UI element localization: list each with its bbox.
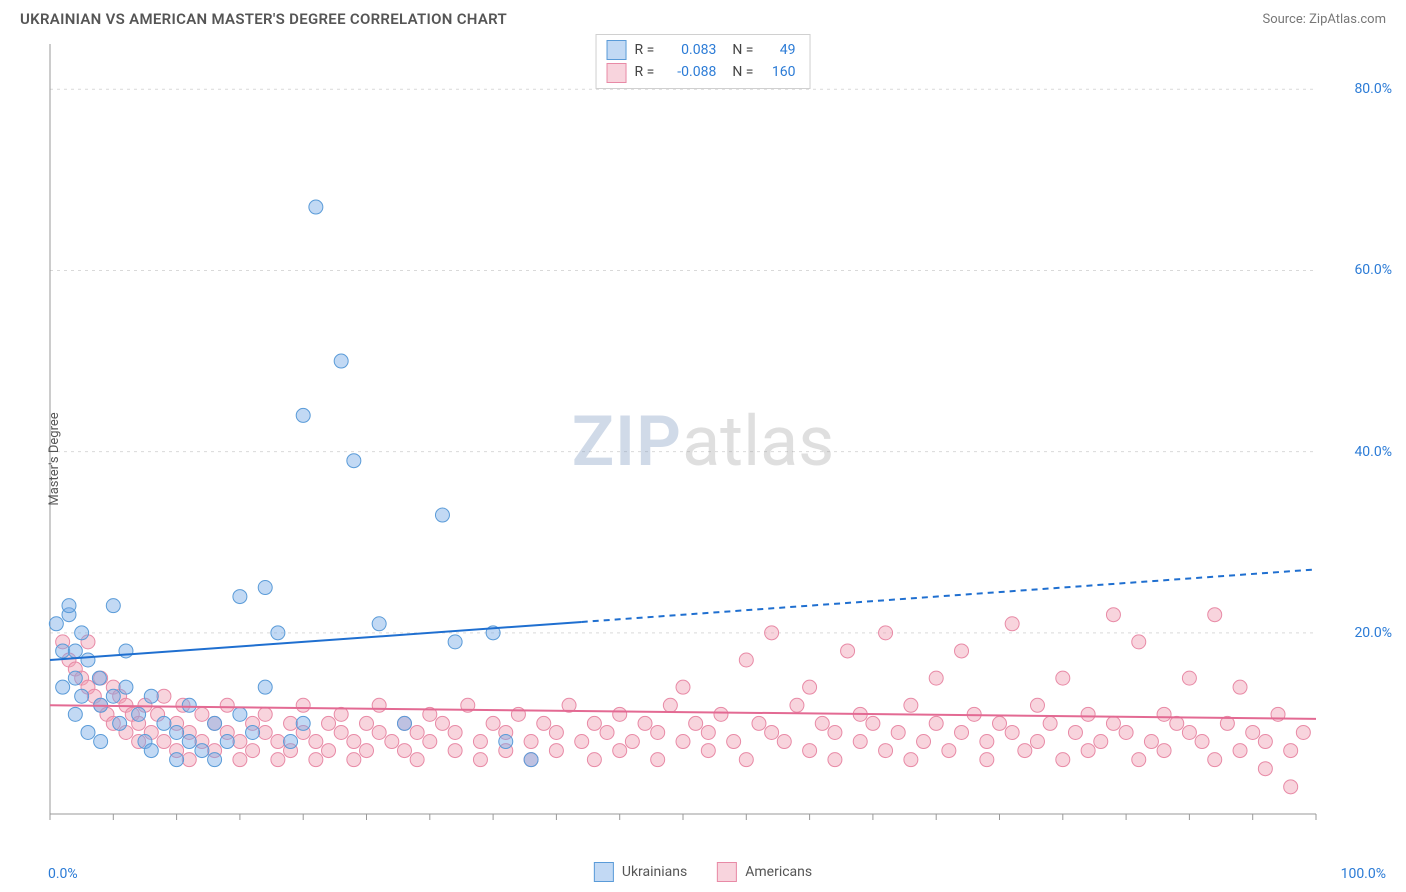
swatch-americans-icon bbox=[717, 862, 737, 882]
scatter-plot bbox=[0, 34, 1406, 854]
r-value-americans: -0.088 bbox=[662, 61, 716, 83]
y-tick-label: 20.0% bbox=[1354, 625, 1392, 641]
stats-legend: R = 0.083 N = 49 R = -0.088 N = 160 bbox=[596, 34, 811, 89]
n-value-ukrainians: 49 bbox=[761, 39, 795, 61]
x-axis-max-label: 100.0% bbox=[1341, 866, 1386, 882]
legend-row-ukrainians: R = 0.083 N = 49 bbox=[607, 39, 796, 61]
y-axis-label: Master's Degree bbox=[47, 412, 62, 505]
x-axis-min-label: 0.0% bbox=[48, 866, 78, 882]
legend-item-americans: Americans bbox=[717, 862, 812, 882]
source-label: Source: ZipAtlas.com bbox=[1262, 12, 1386, 27]
series-legend: Ukrainians Americans bbox=[594, 862, 812, 882]
y-tick-label: 60.0% bbox=[1354, 262, 1392, 278]
legend-item-ukrainians: Ukrainians bbox=[594, 862, 687, 882]
y-tick-label: 80.0% bbox=[1354, 81, 1392, 97]
swatch-ukrainians-icon bbox=[594, 862, 614, 882]
n-value-americans: 160 bbox=[761, 61, 795, 83]
chart-title: UKRAINIAN VS AMERICAN MASTER'S DEGREE CO… bbox=[20, 10, 507, 28]
legend-row-americans: R = -0.088 N = 160 bbox=[607, 61, 796, 83]
r-value-ukrainians: 0.083 bbox=[662, 39, 716, 61]
y-tick-label: 40.0% bbox=[1354, 444, 1392, 460]
swatch-ukrainians bbox=[607, 40, 627, 60]
swatch-americans bbox=[607, 63, 627, 83]
chart-area: Master's Degree ZIPatlas R = 0.083 N = 4… bbox=[0, 34, 1406, 884]
